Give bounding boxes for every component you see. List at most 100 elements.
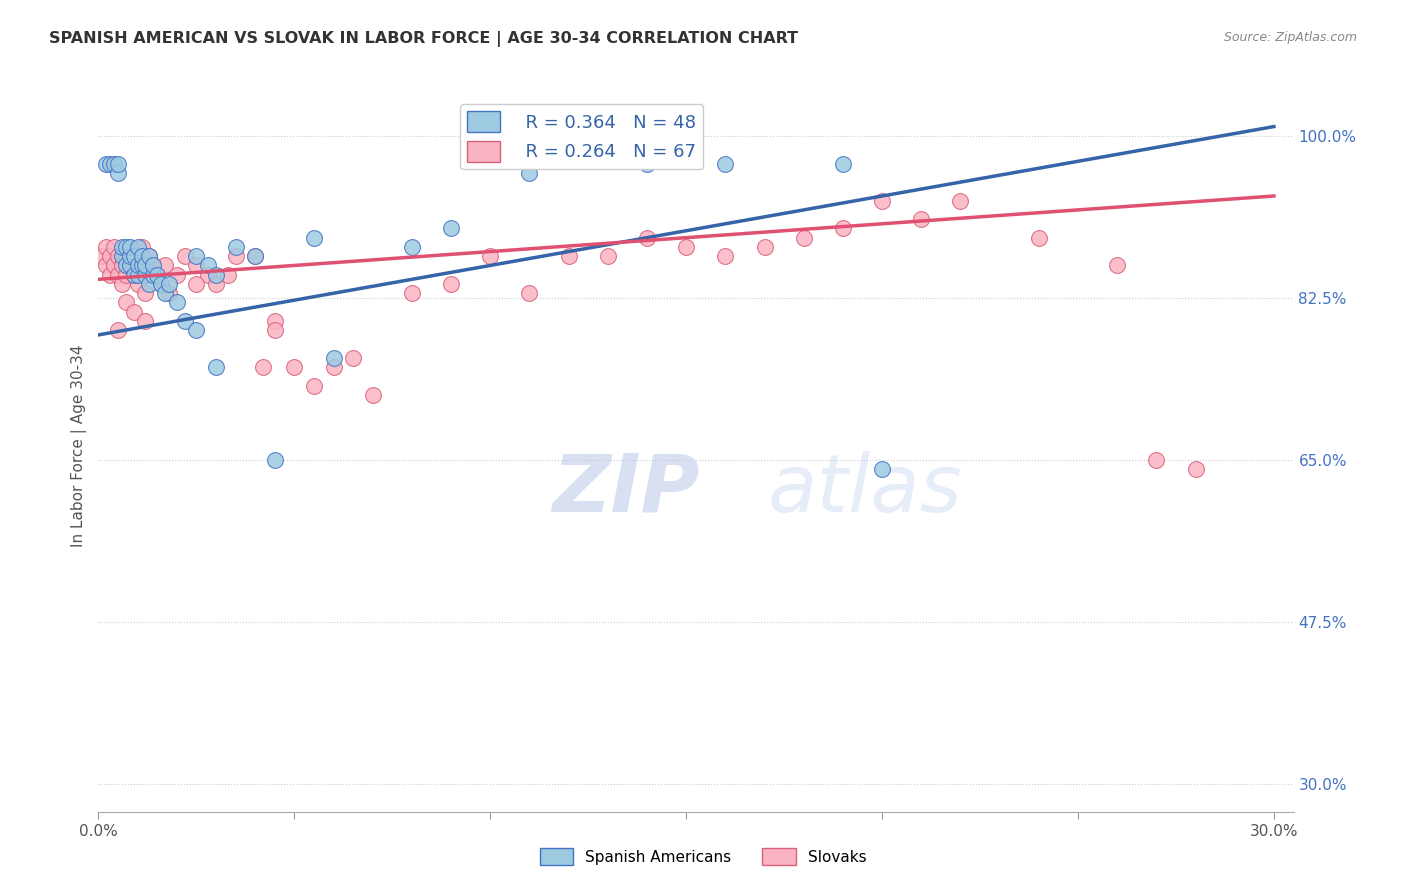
Point: [519, 286, 541, 301]
Point: [166, 268, 188, 282]
Point: [142, 259, 165, 273]
Point: [197, 268, 219, 282]
Point: [96, 240, 118, 254]
Point: [91, 249, 114, 263]
Point: [186, 249, 208, 263]
Point: [111, 240, 134, 254]
Point: [142, 268, 165, 282]
Point: [596, 249, 619, 263]
Point: [138, 277, 160, 291]
Point: [479, 249, 502, 263]
Point: [714, 156, 737, 170]
Text: ZIP: ZIP: [553, 450, 700, 529]
Point: [1107, 259, 1129, 273]
Point: [166, 295, 188, 310]
Point: [150, 277, 173, 291]
Point: [122, 268, 145, 282]
Point: [107, 249, 129, 263]
Point: [122, 259, 145, 273]
Point: [131, 259, 153, 273]
Point: [127, 259, 149, 273]
Point: [322, 360, 344, 375]
Point: [243, 249, 266, 263]
Point: [138, 249, 160, 263]
Point: [361, 388, 384, 402]
Point: [134, 259, 156, 273]
Point: [157, 286, 180, 301]
Point: [157, 277, 180, 291]
Point: [146, 268, 169, 282]
Point: [134, 286, 156, 301]
Point: [440, 277, 463, 291]
Point: [636, 230, 658, 244]
Point: [103, 259, 125, 273]
Point: [197, 259, 219, 273]
Point: [205, 277, 228, 291]
Point: [111, 277, 134, 291]
Point: [118, 259, 141, 273]
Point: [263, 323, 285, 337]
Point: [793, 230, 815, 244]
Point: [754, 240, 776, 254]
Point: [103, 156, 125, 170]
Point: [98, 268, 121, 282]
Point: [440, 221, 463, 235]
Text: atlas: atlas: [768, 450, 963, 529]
Point: [134, 314, 156, 328]
Point: [401, 286, 423, 301]
Point: [217, 268, 239, 282]
Point: [107, 323, 129, 337]
Point: [173, 314, 195, 328]
Point: [122, 304, 145, 318]
Point: [519, 166, 541, 180]
Point: [1184, 462, 1206, 476]
Point: [142, 259, 165, 273]
Point: [115, 249, 138, 263]
Point: [150, 277, 173, 291]
Point: [832, 156, 855, 170]
Point: [832, 221, 855, 235]
Point: [122, 268, 145, 282]
Point: [115, 259, 138, 273]
Point: [96, 259, 118, 273]
Point: [118, 249, 141, 263]
Point: [107, 156, 129, 170]
Point: [118, 240, 141, 254]
Point: [153, 259, 176, 273]
Point: [401, 240, 423, 254]
Point: [302, 379, 325, 393]
Point: [115, 268, 138, 282]
Point: [98, 249, 121, 263]
Point: [127, 240, 149, 254]
Text: SPANISH AMERICAN VS SLOVAK IN LABOR FORCE | AGE 30-34 CORRELATION CHART: SPANISH AMERICAN VS SLOVAK IN LABOR FORC…: [49, 31, 799, 47]
Point: [252, 360, 274, 375]
Point: [263, 314, 285, 328]
Point: [675, 240, 697, 254]
Point: [342, 351, 364, 365]
Point: [1028, 230, 1050, 244]
Point: [636, 156, 658, 170]
Point: [107, 268, 129, 282]
Point: [263, 453, 285, 467]
Point: [107, 166, 129, 180]
Point: [146, 268, 169, 282]
Point: [870, 194, 893, 208]
Point: [205, 268, 228, 282]
Point: [103, 240, 125, 254]
Point: [186, 277, 208, 291]
Point: [714, 249, 737, 263]
Point: [173, 249, 195, 263]
Point: [122, 249, 145, 263]
Point: [134, 268, 156, 282]
Point: [186, 259, 208, 273]
Point: [118, 259, 141, 273]
Point: [111, 259, 134, 273]
Point: [322, 351, 344, 365]
Point: [131, 240, 153, 254]
Point: [302, 230, 325, 244]
Point: [111, 249, 134, 263]
Point: [138, 249, 160, 263]
Point: [205, 360, 228, 375]
Point: [949, 194, 972, 208]
Legend:   R = 0.364   N = 48,   R = 0.264   N = 67: R = 0.364 N = 48, R = 0.264 N = 67: [460, 104, 703, 169]
